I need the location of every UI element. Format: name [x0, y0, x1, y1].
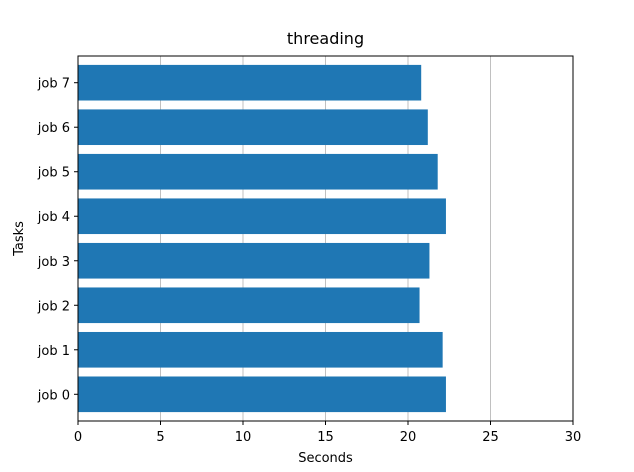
ticks: 0 5 10 15 20 25 30 job 0 job 1 job 2 job 3 job 4 job… [37, 77, 582, 445]
y-tick-label: job 3 [37, 255, 70, 270]
x-tick-label: 0 [74, 430, 82, 445]
bar-job-7 [78, 64, 422, 101]
y-tick-label: job 6 [37, 121, 70, 136]
y-tick-label: job 1 [37, 344, 70, 359]
bar-job-5 [78, 153, 438, 190]
x-tick-label: 25 [482, 430, 499, 445]
x-tick-label: 5 [156, 430, 164, 445]
bar-job-4 [78, 198, 446, 235]
x-axis-label: Seconds [298, 451, 353, 466]
x-tick-label: 15 [317, 430, 334, 445]
bar-job-0 [78, 376, 446, 413]
bar-job-6 [78, 109, 428, 146]
y-axis-label: Tasks [12, 221, 27, 257]
bar-job-1 [78, 331, 443, 368]
bar-job-3 [78, 242, 430, 279]
bars [78, 64, 446, 413]
bar-job-2 [78, 287, 420, 324]
y-tick-label: job 5 [37, 166, 70, 181]
x-tick-label: 30 [565, 430, 582, 445]
chart-title: threading [287, 29, 364, 48]
x-tick-label: 20 [400, 430, 417, 445]
y-tick-label: job 2 [37, 299, 70, 314]
x-tick-label: 10 [235, 430, 252, 445]
y-tick-label: job 0 [37, 388, 70, 403]
y-tick-label: job 4 [37, 210, 70, 225]
y-tick-label: job 7 [37, 77, 70, 92]
